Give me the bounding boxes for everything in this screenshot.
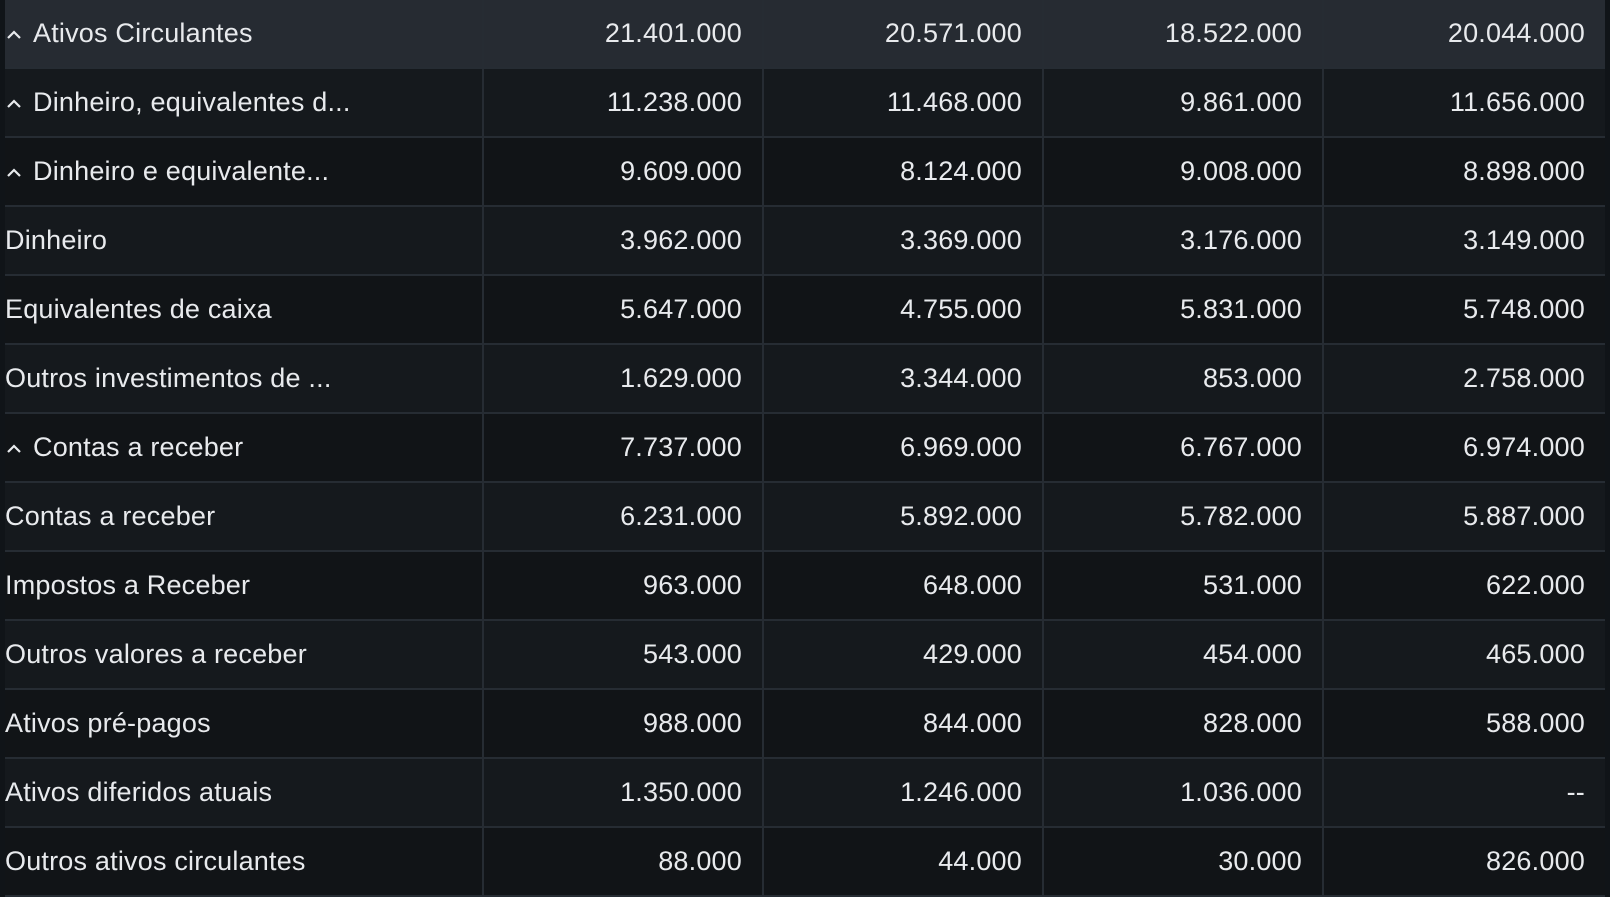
table-row-cash-equivalents-group[interactable]: Dinheiro, equivalentes d... 11.238.000 1… (5, 68, 1605, 138)
cell-value: 531.000 (1042, 551, 1323, 621)
cell-value: 6.974.000 (1322, 413, 1605, 483)
cell-value: -- (1322, 758, 1605, 828)
cell-value: 20.044.000 (1322, 0, 1605, 69)
table-row-cash-equivalents: Equivalentes de caixa 5.647.000 4.755.00… (5, 275, 1605, 345)
cell-value: 9.609.000 (482, 137, 763, 207)
table-row-current-assets[interactable]: Ativos Circulantes 21.401.000 20.571.000… (5, 0, 1605, 69)
cell-value: 30.000 (1042, 827, 1323, 897)
cell-value: 5.782.000 (1042, 482, 1323, 552)
cell-value: 588.000 (1322, 689, 1605, 759)
table-row-current-deferred-assets: Ativos diferidos atuais 1.350.000 1.246.… (5, 758, 1605, 828)
table-row-other-receivables: Outros valores a receber 543.000 429.000… (5, 620, 1605, 690)
chevron-up-icon[interactable] (5, 29, 33, 41)
cell-value: 21.401.000 (482, 0, 763, 69)
cell-value: 844.000 (762, 689, 1043, 759)
cell-value: 853.000 (1042, 344, 1323, 414)
table-row-other-short-term-investments: Outros investimentos de ... 1.629.000 3.… (5, 344, 1605, 414)
row-label[interactable]: Ativos Circulantes (5, 0, 483, 69)
cell-value: 11.656.000 (1322, 68, 1605, 138)
row-label: Outros ativos circulantes (5, 827, 483, 897)
cell-value: 3.344.000 (762, 344, 1043, 414)
cell-value: 8.898.000 (1322, 137, 1605, 207)
row-label: Ativos diferidos atuais (5, 758, 483, 828)
cell-value: 454.000 (1042, 620, 1323, 690)
cell-value: 963.000 (482, 551, 763, 621)
row-label[interactable]: Contas a receber (5, 413, 483, 483)
cell-value: 648.000 (762, 551, 1043, 621)
row-label: Outros investimentos de ... (5, 344, 483, 414)
row-label-text: Dinheiro e equivalente... (33, 156, 330, 186)
cell-value: 88.000 (482, 827, 763, 897)
chevron-up-icon[interactable] (5, 443, 33, 455)
table-row-taxes-receivable: Impostos a Receber 963.000 648.000 531.0… (5, 551, 1605, 621)
table-row-other-current-assets: Outros ativos circulantes 88.000 44.000 … (5, 827, 1605, 897)
cell-value: 3.176.000 (1042, 206, 1323, 276)
cell-value: 20.571.000 (762, 0, 1043, 69)
cell-value: 1.629.000 (482, 344, 763, 414)
cell-value: 3.369.000 (762, 206, 1043, 276)
cell-value: 9.861.000 (1042, 68, 1323, 138)
cell-value: 5.887.000 (1322, 482, 1605, 552)
row-label[interactable]: Dinheiro e equivalente... (5, 137, 483, 207)
row-label: Impostos a Receber (5, 551, 483, 621)
cell-value: 5.647.000 (482, 275, 763, 345)
cell-value: 543.000 (482, 620, 763, 690)
cell-value: 1.350.000 (482, 758, 763, 828)
cell-value: 4.755.000 (762, 275, 1043, 345)
row-label: Outros valores a receber (5, 620, 483, 690)
cell-value: 6.969.000 (762, 413, 1043, 483)
cell-value: 9.008.000 (1042, 137, 1323, 207)
cell-value: 3.962.000 (482, 206, 763, 276)
table-row-cash-and-equivalents[interactable]: Dinheiro e equivalente... 9.609.000 8.12… (5, 137, 1605, 207)
row-label[interactable]: Dinheiro, equivalentes d... (5, 68, 483, 138)
chevron-up-icon[interactable] (5, 98, 33, 110)
cell-value: 3.149.000 (1322, 206, 1605, 276)
cell-value: 2.758.000 (1322, 344, 1605, 414)
chevron-up-icon[interactable] (5, 167, 33, 179)
cell-value: 7.737.000 (482, 413, 763, 483)
cell-value: 988.000 (482, 689, 763, 759)
cell-value: 6.767.000 (1042, 413, 1323, 483)
table-row-accounts-receivable: Contas a receber 6.231.000 5.892.000 5.7… (5, 482, 1605, 552)
row-label-text: Ativos Circulantes (33, 18, 253, 48)
cell-value: 465.000 (1322, 620, 1605, 690)
table-row-receivables-group[interactable]: Contas a receber 7.737.000 6.969.000 6.7… (5, 413, 1605, 483)
cell-value: 1.246.000 (762, 758, 1043, 828)
cell-value: 1.036.000 (1042, 758, 1323, 828)
row-label: Ativos pré-pagos (5, 689, 483, 759)
cell-value: 429.000 (762, 620, 1043, 690)
table-row-cash: Dinheiro 3.962.000 3.369.000 3.176.000 3… (5, 206, 1605, 276)
table-row-prepaid-assets: Ativos pré-pagos 988.000 844.000 828.000… (5, 689, 1605, 759)
cell-value: 11.238.000 (482, 68, 763, 138)
row-label: Contas a receber (5, 482, 483, 552)
cell-value: 826.000 (1322, 827, 1605, 897)
cell-value: 5.831.000 (1042, 275, 1323, 345)
row-label-text: Contas a receber (33, 432, 244, 462)
cell-value: 5.748.000 (1322, 275, 1605, 345)
cell-value: 44.000 (762, 827, 1043, 897)
cell-value: 6.231.000 (482, 482, 763, 552)
cell-value: 5.892.000 (762, 482, 1043, 552)
row-label-text: Dinheiro, equivalentes d... (33, 87, 351, 117)
cell-value: 8.124.000 (762, 137, 1043, 207)
cell-value: 622.000 (1322, 551, 1605, 621)
row-label: Equivalentes de caixa (5, 275, 483, 345)
cell-value: 18.522.000 (1042, 0, 1323, 69)
cell-value: 828.000 (1042, 689, 1323, 759)
row-label: Dinheiro (5, 206, 483, 276)
balance-sheet-table: Ativos Circulantes 21.401.000 20.571.000… (5, 0, 1605, 897)
cell-value: 11.468.000 (762, 68, 1043, 138)
